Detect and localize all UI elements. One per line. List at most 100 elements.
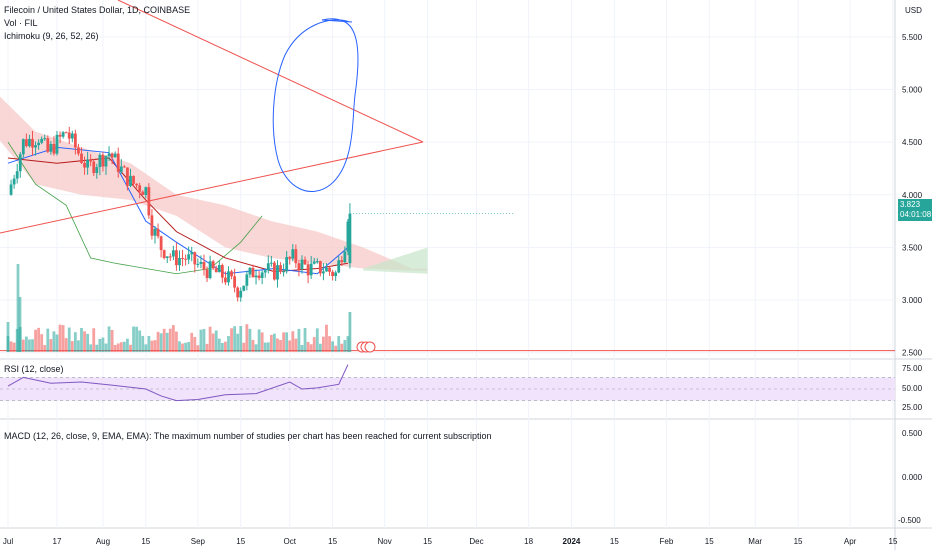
rsi-tick-label: 50.00 bbox=[902, 384, 923, 393]
volume-bar bbox=[147, 335, 151, 352]
volume-bar bbox=[9, 341, 13, 352]
currency-label: USD bbox=[905, 6, 922, 15]
candle-body bbox=[276, 265, 279, 280]
candle-body bbox=[58, 134, 62, 137]
time-tick-label: Dec bbox=[469, 537, 483, 546]
candle-body bbox=[67, 132, 71, 139]
candle-body bbox=[119, 166, 123, 172]
candle-body bbox=[257, 275, 261, 278]
time-tick-label: Aug bbox=[96, 537, 110, 546]
volume-bar bbox=[156, 331, 160, 352]
rsi-line bbox=[7, 364, 349, 402]
time-tick-label: 15 bbox=[236, 537, 245, 546]
volume-bar bbox=[175, 331, 178, 352]
volume-bar bbox=[294, 338, 298, 352]
candle-body bbox=[260, 272, 264, 278]
ichimoku-cloud-bull bbox=[363, 247, 428, 274]
volume-bar bbox=[40, 334, 44, 352]
candle-body bbox=[132, 175, 135, 184]
volume-bar bbox=[12, 342, 16, 352]
candle-body bbox=[46, 138, 50, 152]
volume-bar bbox=[28, 339, 31, 352]
candle-body bbox=[217, 265, 221, 273]
candle-body bbox=[193, 252, 197, 265]
candle-body bbox=[15, 171, 19, 179]
volume-bar bbox=[187, 341, 191, 352]
candle-body bbox=[199, 261, 203, 264]
price-tick-label: 5.000 bbox=[902, 86, 923, 95]
volume-bar bbox=[288, 340, 292, 352]
volume-bar bbox=[119, 342, 123, 352]
volume-bar bbox=[168, 328, 172, 352]
candle-body bbox=[178, 257, 181, 266]
candle-body bbox=[248, 267, 252, 275]
candle-body bbox=[98, 154, 102, 168]
volume-bar bbox=[73, 332, 77, 352]
candle-body bbox=[282, 271, 286, 273]
volume-bar bbox=[64, 338, 68, 352]
candle-body bbox=[135, 183, 139, 186]
time-tick-label: Mar bbox=[748, 537, 762, 546]
time-tick-label: 15 bbox=[610, 537, 619, 546]
candle-body bbox=[31, 138, 34, 148]
candle-body bbox=[12, 178, 16, 185]
candle-body bbox=[175, 250, 178, 266]
candle-body bbox=[214, 268, 218, 273]
volume-bar bbox=[318, 343, 322, 352]
volume-bar bbox=[300, 344, 304, 352]
volume-bar bbox=[269, 334, 273, 352]
candle-body bbox=[205, 269, 209, 279]
last-price-value: 3.823 bbox=[900, 200, 921, 209]
volume-bar bbox=[322, 336, 325, 352]
time-tick-label: 18 bbox=[524, 537, 533, 546]
candle-body bbox=[28, 138, 31, 147]
volume-bar bbox=[245, 324, 249, 352]
candle-body bbox=[86, 159, 90, 168]
volume-bar bbox=[266, 342, 270, 352]
candle-body bbox=[346, 221, 350, 252]
volume-bar bbox=[144, 344, 148, 352]
candle-body bbox=[322, 271, 325, 274]
volume-bar bbox=[190, 332, 194, 352]
candle-body bbox=[9, 184, 13, 195]
candle-body bbox=[187, 254, 191, 260]
time-tick-label: Jul bbox=[3, 537, 13, 546]
volume-bar bbox=[31, 339, 34, 352]
candle-body bbox=[64, 132, 68, 134]
time-tick-label: 15 bbox=[794, 537, 803, 546]
time-tick-label: 15 bbox=[423, 537, 432, 546]
rsi-tick-label: 25.00 bbox=[902, 403, 923, 412]
volume-bar bbox=[193, 336, 197, 352]
volume-bar bbox=[260, 332, 264, 352]
volume-bar bbox=[303, 327, 307, 352]
volume-bar bbox=[230, 328, 233, 352]
candle-body bbox=[239, 290, 243, 298]
time-tick-label: 15 bbox=[141, 537, 150, 546]
volume-bar bbox=[153, 340, 157, 352]
candle-body bbox=[138, 185, 142, 192]
candle-body bbox=[37, 142, 41, 146]
volume-bar bbox=[61, 325, 65, 352]
volume-bar bbox=[21, 339, 25, 352]
volume-bar bbox=[325, 324, 328, 352]
candle-body bbox=[171, 250, 175, 257]
volume-bar bbox=[297, 328, 301, 352]
volume-bar bbox=[58, 324, 62, 352]
volume-bar bbox=[348, 312, 352, 352]
price-tick-label: 3.000 bbox=[902, 296, 923, 305]
volume-bar bbox=[224, 341, 227, 352]
candle-body bbox=[43, 138, 47, 140]
candle-body bbox=[129, 175, 132, 186]
volume-bar bbox=[6, 322, 10, 352]
volume-bar bbox=[337, 336, 341, 352]
candle-body bbox=[168, 256, 172, 258]
rsi-tick-label: 75.00 bbox=[902, 364, 923, 373]
candle-body bbox=[165, 256, 169, 258]
volume-bar bbox=[107, 326, 111, 352]
volume-bar bbox=[83, 331, 86, 352]
candle-body bbox=[334, 272, 338, 277]
volume-bar bbox=[340, 343, 344, 352]
volume-bar bbox=[220, 342, 224, 352]
time-tick-label: 15 bbox=[889, 537, 898, 546]
